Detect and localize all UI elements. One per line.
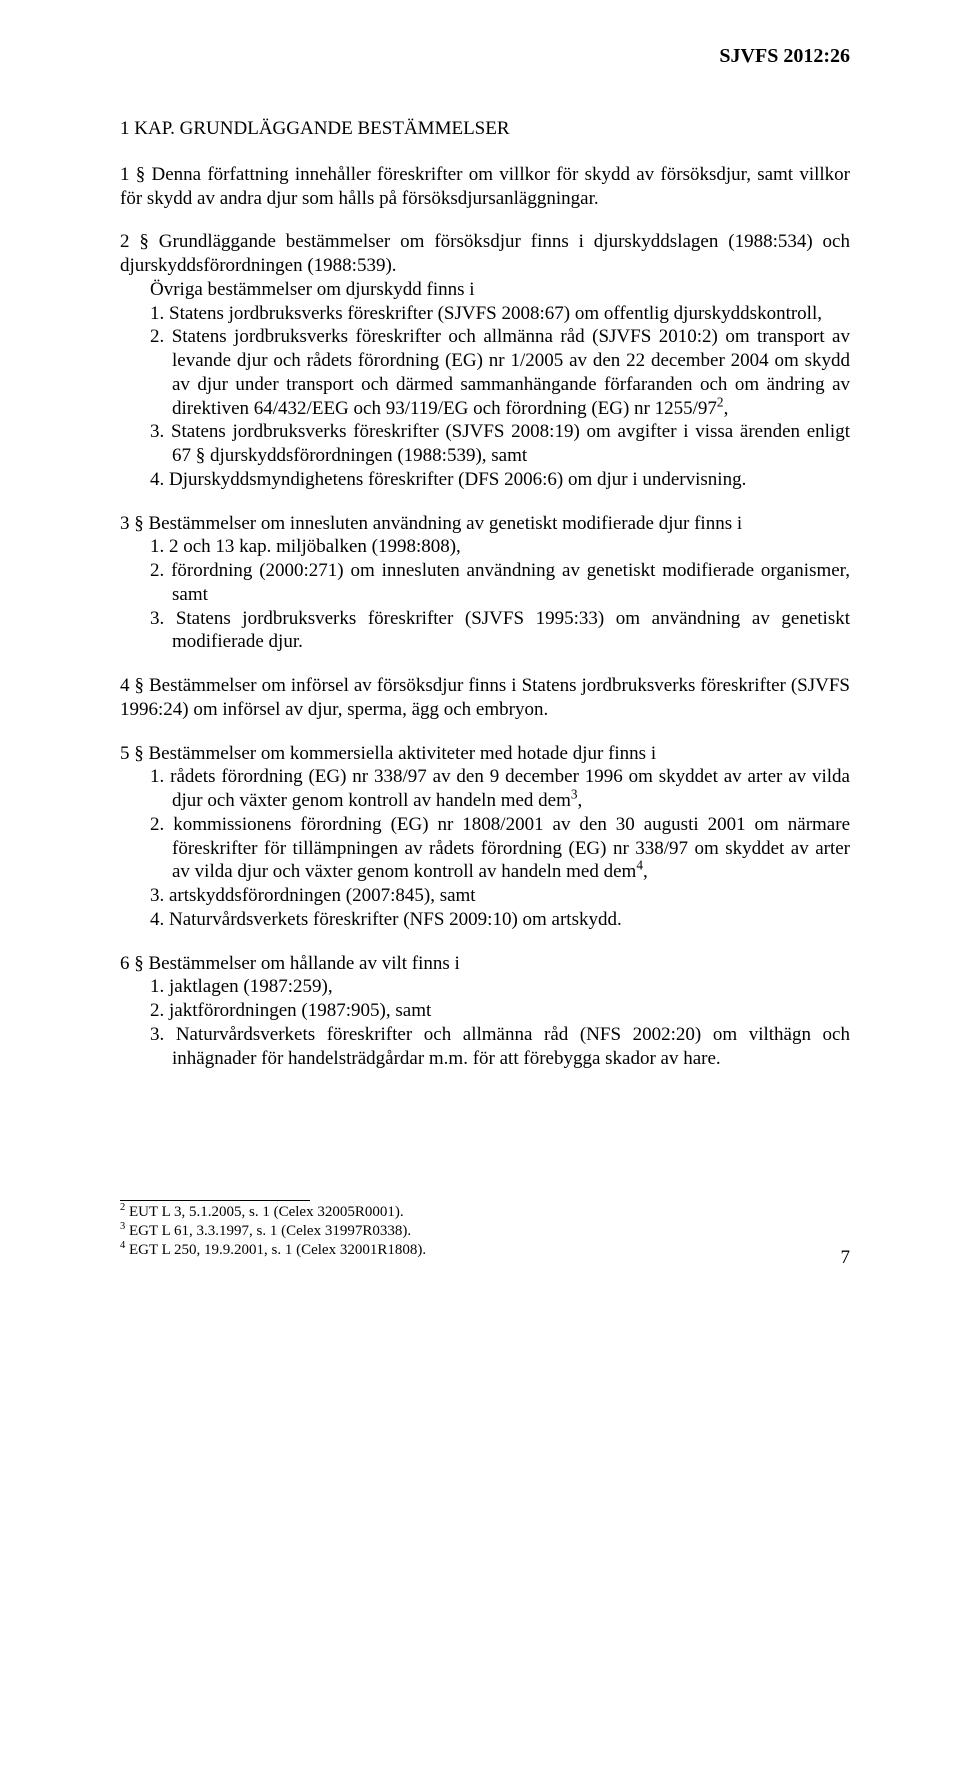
section-5-lead: 5 § Bestämmelser om kommersiella aktivit…	[120, 742, 850, 766]
section-1-text: 1 § Denna författning innehåller föreskr…	[120, 163, 850, 211]
section-5-list: 1. rådets förordning (EG) nr 338/97 av d…	[120, 765, 850, 931]
section-3-list: 1. 2 och 13 kap. miljöbalken (1998:808),…	[120, 535, 850, 654]
list-item: 2. jaktförordningen (1987:905), samt	[150, 999, 850, 1023]
chapter-title: 1 KAP. GRUNDLÄGGANDE BESTÄMMELSER	[120, 117, 850, 141]
list-item: 4. Djurskyddsmyndighetens föreskrifter (…	[150, 468, 850, 492]
section-6-list: 1. jaktlagen (1987:259), 2. jaktförordni…	[120, 975, 850, 1070]
footnote: 3 EGT L 61, 3.3.1997, s. 1 (Celex 31997R…	[120, 1222, 840, 1241]
footnote-text: EUT L 3, 5.1.2005, s. 1 (Celex 32005R000…	[125, 1204, 403, 1220]
list-item-text: 1. rådets förordning (EG) nr 338/97 av d…	[150, 766, 850, 811]
section-3: 3 § Bestämmelser om innesluten användnin…	[120, 512, 850, 655]
list-item: 1. 2 och 13 kap. miljöbalken (1998:808),	[150, 535, 850, 559]
list-item-text: 2. Statens jordbruksverks föreskrifter o…	[150, 326, 850, 418]
list-item: 2. kommissionens förordning (EG) nr 1808…	[150, 813, 850, 884]
section-2: 2 § Grundläggande bestämmelser om försök…	[120, 230, 850, 491]
list-item: 4. Naturvårdsverkets föreskrifter (NFS 2…	[150, 908, 850, 932]
footnote-ref: 4	[636, 858, 643, 873]
footnote-text: EGT L 250, 19.9.2001, s. 1 (Celex 32001R…	[125, 1242, 426, 1258]
page: SJVFS 2012:26 1 KAP. GRUNDLÄGGANDE BESTÄ…	[0, 0, 960, 1300]
list-item-tail: ,	[724, 398, 729, 419]
list-item: 1. jaktlagen (1987:259),	[150, 975, 850, 999]
list-item-tail: ,	[578, 790, 583, 811]
page-number: 7	[841, 1246, 851, 1270]
document-reference: SJVFS 2012:26	[120, 44, 850, 69]
list-item: 3. Statens jordbruksverks föreskrifter (…	[150, 607, 850, 655]
section-4: 4 § Bestämmelser om införsel av försöksd…	[120, 674, 850, 722]
section-5: 5 § Bestämmelser om kommersiella aktivit…	[120, 742, 850, 932]
list-item-text: 2. kommissionens förordning (EG) nr 1808…	[150, 814, 850, 883]
section-6-lead: 6 § Bestämmelser om hållande av vilt fin…	[120, 952, 850, 976]
footnote-ref: 2	[717, 394, 724, 409]
list-item: 3. artskyddsförordningen (2007:845), sam…	[150, 884, 850, 908]
section-6: 6 § Bestämmelser om hållande av vilt fin…	[120, 952, 850, 1071]
list-item-tail: ,	[643, 861, 648, 882]
section-2-sub: Övriga bestämmelser om djurskydd finns i	[120, 278, 850, 302]
section-4-text: 4 § Bestämmelser om införsel av försöksd…	[120, 674, 850, 722]
section-2-lead: 2 § Grundläggande bestämmelser om försök…	[120, 230, 850, 278]
list-item: 1. rådets förordning (EG) nr 338/97 av d…	[150, 765, 850, 813]
footnote: 2 EUT L 3, 5.1.2005, s. 1 (Celex 32005R0…	[120, 1203, 840, 1222]
list-item: 1. Statens jordbruksverks föreskrifter (…	[150, 302, 850, 326]
section-3-lead: 3 § Bestämmelser om innesluten användnin…	[120, 512, 850, 536]
list-item: 3. Naturvårdsverkets föreskrifter och al…	[150, 1023, 850, 1071]
list-item: 2. förordning (2000:271) om innesluten a…	[150, 559, 850, 607]
footnote-ref: 3	[571, 787, 578, 802]
list-item: 3. Statens jordbruksverks föreskrifter (…	[150, 420, 850, 468]
footnote-text: EGT L 61, 3.3.1997, s. 1 (Celex 31997R03…	[125, 1223, 411, 1239]
section-2-list: 1. Statens jordbruksverks föreskrifter (…	[120, 302, 850, 492]
section-1: 1 § Denna författning innehåller föreskr…	[120, 163, 850, 211]
footnotes: 2 EUT L 3, 5.1.2005, s. 1 (Celex 32005R0…	[120, 1200, 310, 1259]
list-item: 2. Statens jordbruksverks föreskrifter o…	[150, 325, 850, 420]
footnote: 4 EGT L 250, 19.9.2001, s. 1 (Celex 3200…	[120, 1241, 840, 1260]
